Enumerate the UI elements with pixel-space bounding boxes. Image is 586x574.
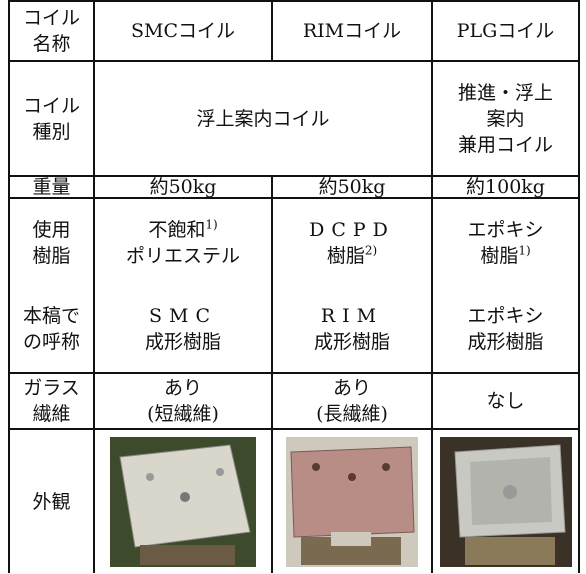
text: あり bbox=[163, 377, 202, 399]
text: 成形樹脂 bbox=[467, 330, 544, 353]
text: コイル bbox=[22, 7, 80, 29]
note: 1) bbox=[205, 217, 218, 232]
glass-row: ガラス繊維 あり (短繊維) あり (長繊維) なし bbox=[8, 372, 580, 430]
cell: あり (長繊維) bbox=[271, 372, 433, 430]
column-header: RIMコイル bbox=[271, 0, 433, 62]
weight-row: 重量 約50kg 約50kg 約100kg bbox=[8, 175, 580, 199]
text: 樹脂2) bbox=[273, 243, 431, 269]
text: あり bbox=[332, 377, 371, 399]
text: 使用 bbox=[32, 218, 71, 241]
cell: 浮上案内コイル bbox=[93, 60, 433, 177]
text: 不飽和 bbox=[148, 218, 206, 241]
note: 1) bbox=[518, 243, 531, 258]
text: 樹脂 bbox=[480, 244, 519, 267]
cell: エポキシ 樹脂1) エポキシ成形樹脂 bbox=[431, 197, 580, 374]
cell bbox=[431, 428, 580, 573]
cell: なし bbox=[431, 372, 580, 430]
text: 推進・浮上 bbox=[457, 81, 553, 104]
text: エポキシ bbox=[467, 304, 544, 327]
appearance-row: 外観 bbox=[8, 428, 580, 573]
text: 樹脂1) bbox=[433, 243, 578, 269]
cell: 推進・浮上案内兼用コイル bbox=[431, 60, 580, 177]
row-label: コイル 名称 bbox=[8, 0, 95, 62]
text: 種別 bbox=[32, 120, 71, 143]
cell: 約50kg bbox=[93, 175, 273, 199]
type-row: コイル種別 浮上案内コイル 推進・浮上案内兼用コイル bbox=[8, 60, 580, 177]
text: 樹脂 bbox=[326, 244, 365, 267]
text: 樹脂 bbox=[32, 244, 71, 267]
cell: あり (短繊維) bbox=[93, 372, 273, 430]
cell: 不飽和1) ポリエステル SMC 成形樹脂 bbox=[93, 197, 273, 374]
cell: DCPD 樹脂2) RIM 成形樹脂 bbox=[271, 197, 433, 374]
note: 2) bbox=[364, 243, 378, 258]
text: RIM bbox=[320, 304, 384, 327]
column-header: SMCコイル bbox=[93, 0, 273, 62]
text: DCPD bbox=[309, 218, 395, 241]
text: ポリエステル bbox=[125, 244, 240, 267]
text: 兼用コイル bbox=[457, 133, 553, 156]
photo-rim bbox=[286, 436, 418, 567]
text: エポキシ bbox=[467, 218, 544, 241]
cell: 約100kg bbox=[431, 175, 580, 199]
resin-row: 使用 樹脂 本稿で の呼称 不飽和1) ポリエステル SMC 成形樹脂 DCPD 樹脂… bbox=[8, 197, 580, 374]
spec-table: コイル 名称 SMCコイル RIMコイル PLGコイル コイル 種別 浮上案内コイル… bbox=[8, 0, 580, 573]
photo-smc bbox=[110, 436, 256, 567]
photo-plg bbox=[439, 436, 572, 567]
text: 不飽和1) bbox=[95, 217, 271, 243]
row-label: コイル 種別 bbox=[8, 60, 95, 177]
cell: 約50kg bbox=[271, 175, 433, 199]
text: コイル bbox=[22, 94, 80, 117]
text: 名称 bbox=[32, 33, 71, 55]
text: SMC bbox=[148, 304, 217, 327]
text: 繊維 bbox=[32, 403, 71, 425]
row-label: 重量 bbox=[8, 175, 95, 199]
row-label: 使用樹脂 本稿での呼称 bbox=[8, 197, 95, 374]
text: (長繊維) bbox=[316, 403, 388, 425]
text: 本稿で bbox=[22, 304, 80, 327]
text: ガラス bbox=[23, 377, 80, 399]
row-label: 外観 bbox=[8, 428, 95, 573]
column-header: PLGコイル bbox=[431, 0, 580, 62]
row-label: ガラス 繊維 bbox=[8, 372, 95, 430]
text: (短繊維) bbox=[147, 403, 219, 425]
cell bbox=[93, 428, 273, 573]
text: 案内 bbox=[486, 107, 525, 130]
text: 成形樹脂 bbox=[313, 330, 390, 353]
header-row: コイル名称 SMCコイル RIMコイル PLGコイル bbox=[8, 0, 580, 62]
text: の呼称 bbox=[22, 330, 80, 353]
cell bbox=[271, 428, 433, 573]
text: 成形樹脂 bbox=[144, 330, 221, 353]
